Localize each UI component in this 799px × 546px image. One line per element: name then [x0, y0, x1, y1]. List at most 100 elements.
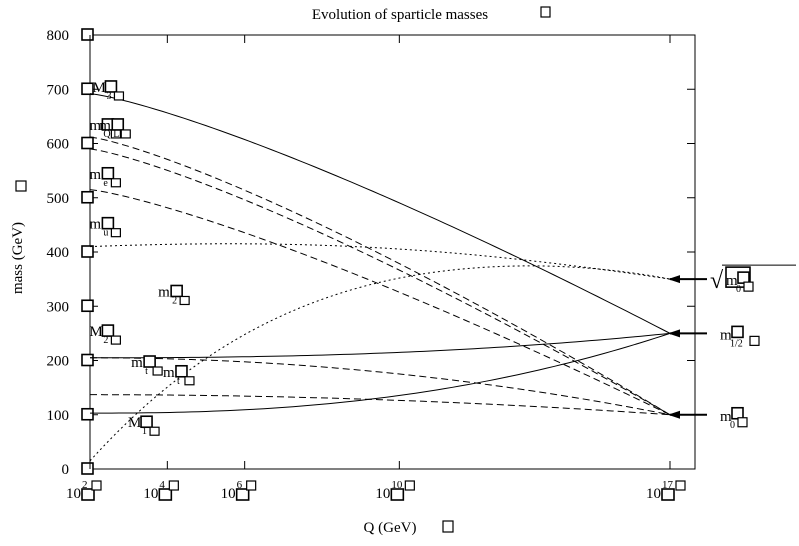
curve-label-glyph-box [101, 216, 115, 230]
x-label-glyph-box [442, 520, 454, 533]
series-line-dashed [89, 136, 671, 416]
annotation-arrowhead [668, 410, 680, 419]
curve-label-main: m [89, 217, 101, 233]
y-tick-label: 600 [47, 137, 70, 153]
y-axis-ticks: 0 100 200 300 400 500 600 700 800 [47, 28, 695, 478]
curve-label-main: M [89, 324, 102, 340]
x-tick-base: 10 [143, 486, 158, 502]
x-tick-exponent: 4 [159, 479, 165, 491]
y-tick-glyph-box [81, 28, 94, 41]
title-glyph-box [540, 6, 551, 18]
curve-label-sub-glyph-box [152, 366, 163, 376]
annotation-glyph-box [731, 406, 744, 420]
curve-label-main: m [163, 365, 175, 381]
annotation-sub: 1/2 [730, 338, 743, 349]
x-tick-glyph-box [661, 488, 675, 501]
curve-label-sub: t [145, 366, 148, 377]
chart-title: Evolution of sparticle masses [312, 7, 488, 23]
x-tick-exp-glyph-box [404, 480, 415, 491]
curve-label-sub: 2 [103, 335, 108, 346]
y-tick-label: 500 [47, 191, 70, 207]
x-tick-exp-glyph-box [168, 480, 179, 491]
curve-label-sub-glyph-box [110, 178, 121, 188]
curve-label-main: m [158, 284, 170, 300]
curve-label-glyph-box [143, 355, 156, 368]
curve-label-sub: 3 [106, 91, 111, 102]
annotation-sub-glyph-box [749, 335, 760, 346]
curve-label-sub: 1 [142, 426, 147, 437]
annotation-main: m [726, 273, 738, 289]
curve-label-sub: t [177, 376, 180, 387]
curve-label-sub-glyph-box [179, 295, 190, 306]
curve-label-sub-glyph-box [120, 129, 131, 139]
x-tick-glyph-box [235, 488, 250, 501]
y-axis-title: mass (GeV) [10, 222, 26, 294]
y-tick-glyph-box [81, 407, 94, 421]
annotation-sub: 0 [736, 284, 741, 295]
y-tick-glyph-box [81, 353, 94, 367]
y-tick-glyph-box [81, 136, 94, 150]
curve-label-main: m [131, 355, 143, 371]
annotation-sub-glyph-box [743, 281, 754, 292]
series-line-dashed [89, 189, 671, 416]
curve-label-glyph-box [175, 364, 188, 378]
annotation-main: m [720, 327, 732, 343]
series-line-solid [90, 332, 671, 359]
curve-label-glyph-box [170, 284, 183, 298]
curve-label-sub-glyph-box [113, 91, 125, 101]
curve-label-main: M [92, 80, 105, 96]
x-tick-glyph-box [158, 488, 173, 501]
curve-label-sub: e [103, 178, 108, 189]
x-axis-title: Q (GeV) [364, 520, 417, 536]
annotation-prefix: √ [710, 268, 724, 294]
annotation-glyph-box [737, 271, 750, 284]
curve-label-sub: L [113, 129, 119, 140]
series-line-dashed [89, 357, 671, 416]
annotation-glyph-box [731, 325, 744, 339]
curve-label-main: m [99, 118, 111, 134]
curve-label-sub: Q [103, 129, 111, 140]
x-tick-exponent: 2 [82, 479, 88, 491]
curve-label-sub: u [103, 228, 108, 239]
curve-label-glyph-box [104, 80, 118, 93]
y-tick-label: 700 [47, 82, 70, 98]
y-tick-glyph-box [81, 82, 94, 96]
x-tick-glyph-box [390, 488, 405, 501]
y-tick-glyph-box [81, 190, 94, 204]
series-line-solid [90, 332, 671, 414]
series-line-solid [89, 93, 671, 334]
x-tick-exponent: 6 [237, 479, 243, 491]
y-tick-label: 100 [47, 408, 70, 424]
x-tick-exp-glyph-box [675, 480, 686, 491]
x-tick-glyph-box [81, 488, 95, 501]
curve-label-glyph-box [101, 324, 115, 337]
y-tick-glyph-box [81, 462, 94, 475]
curve-label-sub-glyph-box [184, 376, 195, 386]
x-tick-base: 10 [646, 486, 661, 502]
x-tick-exp-glyph-box [91, 480, 102, 491]
y-tick-label: 400 [47, 245, 70, 261]
curve-label-main: m [89, 118, 101, 134]
y-tick-label: 0 [62, 462, 70, 478]
curve-label-glyph-box [140, 415, 153, 429]
series-line-dashed [89, 148, 671, 416]
annotation-arrowhead [668, 329, 680, 338]
y-tick-label: 200 [47, 354, 70, 370]
curve-label-glyph-box [111, 118, 125, 131]
y-tick-glyph-box [81, 245, 94, 258]
y-axis-label: mass (GeV) [10, 222, 26, 294]
x-tick-base: 10 [375, 486, 390, 502]
curve-label-main: M [128, 415, 141, 431]
annotation-sub: 0 [730, 420, 735, 431]
curve-label-sub-glyph-box [149, 426, 160, 436]
x-tick-exponent: 10 [391, 479, 403, 491]
annotation-main: m [720, 409, 732, 425]
curve-label-glyph-box [101, 166, 115, 180]
x-tick-exp-glyph-box [246, 480, 257, 491]
series-line-dashed [90, 394, 671, 416]
y-tick-label: 300 [47, 299, 70, 315]
